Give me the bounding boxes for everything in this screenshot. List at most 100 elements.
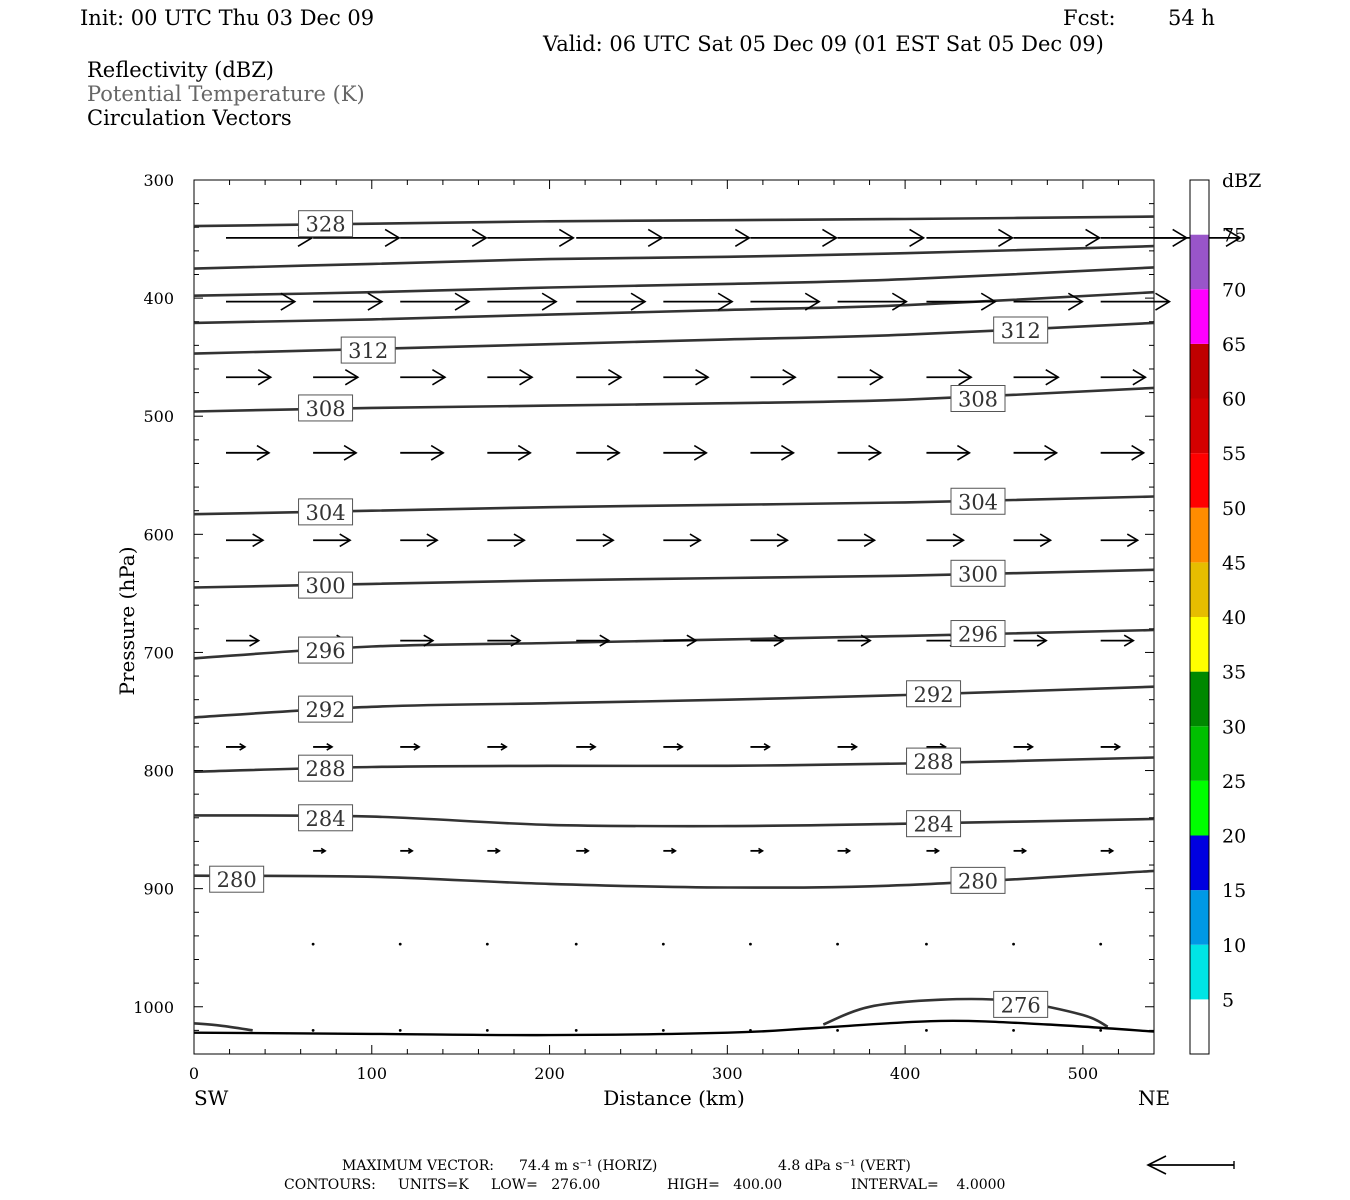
vector-head — [1045, 369, 1060, 386]
circulation-vector — [487, 743, 508, 751]
vector-head — [432, 369, 447, 386]
vector-head — [850, 743, 859, 751]
vector-head — [1126, 533, 1140, 548]
contour-label: 300 — [298, 571, 354, 599]
circulation-vector — [837, 369, 884, 386]
circulation-vector — [400, 228, 488, 247]
contour-label: 312 — [340, 336, 396, 364]
contour-label-text: 300 — [306, 574, 346, 598]
colorbar-segment — [1190, 398, 1209, 454]
colorbar-segment — [1190, 890, 1209, 945]
circulation-vector — [663, 369, 710, 386]
vector-dot — [925, 1028, 928, 1032]
vector-head — [583, 847, 590, 854]
vector-head — [1113, 743, 1122, 751]
x-tick-label: 200 — [534, 1064, 565, 1083]
circulation-vector — [1099, 942, 1103, 946]
theta-contour-line — [822, 997, 1109, 1028]
circulation-vector — [400, 634, 435, 647]
contour-label-box — [298, 571, 354, 599]
vector-head — [734, 228, 751, 247]
vector-head — [423, 634, 435, 647]
circulation-vector — [926, 369, 973, 386]
colorbar-frame — [1189, 179, 1210, 1055]
circulation-vector — [925, 942, 928, 946]
contour-label-text: 300 — [958, 562, 998, 586]
contour-label-box — [298, 804, 354, 832]
circulation-vector — [663, 743, 684, 751]
circulation-vector — [749, 1028, 752, 1032]
contours-high: HIGH= 400.00 — [667, 1177, 783, 1193]
theta-contour-line — [193, 244, 1155, 270]
contour-label: 292 — [298, 695, 354, 723]
vector-head — [693, 444, 708, 461]
vector-head — [599, 634, 611, 647]
contour-label-box — [298, 394, 354, 422]
y-tick-label: 800 — [143, 762, 174, 781]
vector-head — [1026, 743, 1035, 751]
contour-label: 284 — [298, 804, 354, 832]
contour-label-box — [950, 487, 1006, 515]
vector-head — [773, 634, 785, 647]
circulation-vector — [1100, 533, 1140, 548]
contour-label-box — [298, 695, 354, 723]
colorbar-segment — [1190, 289, 1209, 344]
colorbar-level-label: 20 — [1222, 826, 1246, 848]
circulation-vector — [487, 533, 526, 548]
vector-head — [860, 634, 872, 647]
dbz-colorbar: 5 10 15 20 25 30 35 40 45 50 55 60 65 70 75 dBZ — [1189, 170, 1261, 1055]
vector-head — [384, 228, 401, 247]
contour-label-box — [298, 210, 354, 238]
y-tick-label: 700 — [143, 643, 174, 662]
vector-head — [606, 444, 621, 461]
colorbar-segment — [1190, 180, 1209, 235]
circulation-vector — [837, 634, 872, 647]
y-tick-label: 900 — [143, 880, 174, 899]
vector-head — [1131, 444, 1146, 461]
colorbar-segment — [1190, 343, 1209, 399]
colorbar-level-label: 75 — [1222, 225, 1246, 247]
contour-label: 280 — [209, 865, 265, 893]
colorbar-level-label: 15 — [1222, 880, 1246, 902]
circulation-vector — [313, 292, 384, 311]
circulation-vector — [576, 292, 647, 311]
circulation-vector — [313, 847, 327, 854]
circulation-vector — [925, 1028, 928, 1032]
colorbar-level-label: 10 — [1222, 935, 1246, 957]
init-time: Init: 00 UTC Thu 03 Dec 09 — [80, 6, 375, 30]
circulation-vector — [750, 444, 795, 461]
contour-label-text: 276 — [1001, 993, 1041, 1017]
y-tick-label: 1000 — [133, 998, 174, 1017]
circulation-vector — [1100, 847, 1115, 854]
colorbar-segment — [1190, 234, 1209, 290]
colorbar-segment — [1190, 617, 1209, 672]
vector-head — [695, 369, 710, 386]
circulation-vector — [663, 228, 751, 247]
circulation-vector — [226, 533, 265, 548]
vector-head — [934, 847, 941, 854]
vector-head — [956, 444, 971, 461]
circulation-vector — [1013, 228, 1102, 247]
vector-head — [1155, 292, 1172, 311]
contour-label-box — [993, 316, 1049, 344]
vector-head — [500, 743, 508, 751]
vector-head — [367, 292, 384, 311]
circulation-vector — [1013, 369, 1060, 386]
vector-head — [952, 533, 965, 548]
circulation-vector — [836, 1028, 839, 1032]
vector-head — [822, 228, 838, 247]
vector-head — [344, 369, 360, 386]
circulation-vector — [663, 292, 734, 311]
vector-dot — [574, 1028, 578, 1032]
contours-label: CONTOURS: — [284, 1177, 376, 1193]
circulation-vector — [485, 1028, 489, 1032]
circulation-vector — [750, 369, 797, 386]
contour-label-box — [950, 866, 1006, 894]
vector-head — [510, 634, 522, 647]
circulation-vector — [487, 847, 501, 854]
vector-head — [602, 533, 615, 548]
circulation-vector — [661, 942, 665, 946]
vector-head — [239, 743, 247, 751]
vector-head — [1044, 444, 1059, 461]
